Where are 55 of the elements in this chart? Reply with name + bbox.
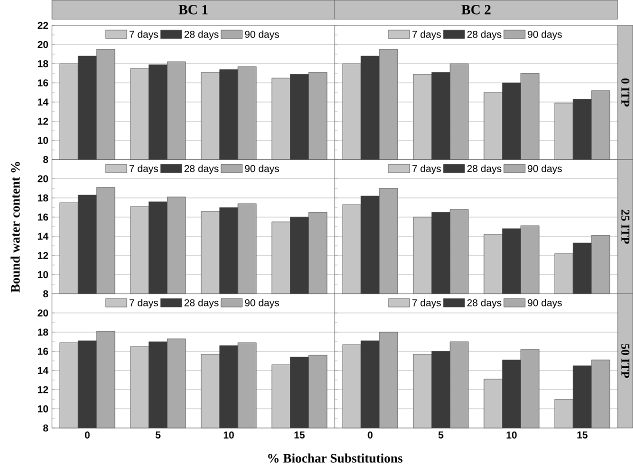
legend-label: 7 days — [412, 30, 441, 40]
x-tick-label: 15 — [577, 431, 588, 438]
y-tick-label: 22 — [38, 22, 48, 29]
y-tick-label: 12 — [38, 118, 48, 125]
y-tick-label: 20 — [38, 40, 48, 48]
legend-label: 7 days — [412, 164, 441, 174]
y-tick-label: 14 — [38, 232, 48, 240]
y-tick-label: 18 — [38, 60, 48, 68]
y2-axis-title: 50 ITP — [621, 344, 630, 378]
y-tick-label: 16 — [38, 348, 48, 355]
legend-label: 7 days — [130, 164, 158, 174]
legend-label: 28 days — [467, 30, 502, 40]
y-tick-label: 20 — [38, 309, 48, 316]
x-axis-title: % Biochar Substitutions — [268, 453, 402, 463]
y-tick-label: 8 — [43, 424, 48, 432]
y-tick-label: 12 — [38, 252, 48, 259]
legend-label: 7 days — [130, 298, 158, 308]
y-tick-label: 18 — [38, 194, 48, 202]
y-tick-label: 14 — [38, 367, 48, 374]
y-tick-label: 8 — [43, 290, 48, 298]
y-tick-label: 10 — [38, 271, 48, 278]
y-tick-label: 14 — [38, 98, 48, 106]
y-tick-label: 8 — [43, 156, 48, 164]
legend-label: 28 days — [184, 30, 218, 40]
legend-label: 90 days — [244, 298, 279, 308]
legend-label: 28 days — [184, 298, 218, 308]
x-tick-label: 10 — [224, 431, 234, 439]
x-tick-label: 0 — [368, 431, 373, 439]
legend-label: 28 days — [467, 298, 502, 308]
y-axis-title: Bound water content % — [10, 162, 20, 292]
y-tick-label: 12 — [38, 386, 48, 394]
legend-label: 7 days — [412, 298, 441, 308]
legend-label: 7 days — [130, 30, 158, 40]
x-tick-label: 15 — [294, 431, 305, 438]
chart-title: BC 1 — [178, 4, 208, 14]
chart-title: BC 2 — [462, 4, 491, 14]
y-tick-label: 10 — [38, 405, 48, 412]
legend-label: 28 days — [184, 164, 218, 174]
x-tick-label: 10 — [506, 431, 517, 439]
legend-label: 90 days — [528, 30, 562, 40]
y-tick-label: 16 — [38, 79, 48, 86]
y-tick-label: 10 — [38, 136, 48, 144]
legend-label: 28 days — [467, 164, 502, 174]
legend-label: 90 days — [244, 164, 279, 174]
y-tick-label: 16 — [38, 214, 48, 221]
x-tick-label: 5 — [156, 431, 161, 438]
x-tick-label: 5 — [438, 431, 444, 438]
y2-axis-title: 0 ITP — [621, 78, 630, 107]
y-tick-label: 20 — [38, 175, 48, 182]
legend-label: 90 days — [528, 298, 562, 308]
y-tick-label: 18 — [38, 328, 48, 336]
legend-label: 90 days — [244, 30, 279, 40]
legend-label: 90 days — [528, 164, 562, 174]
y2-axis-title: 25 ITP — [621, 210, 630, 244]
x-tick-label: 0 — [84, 431, 90, 439]
